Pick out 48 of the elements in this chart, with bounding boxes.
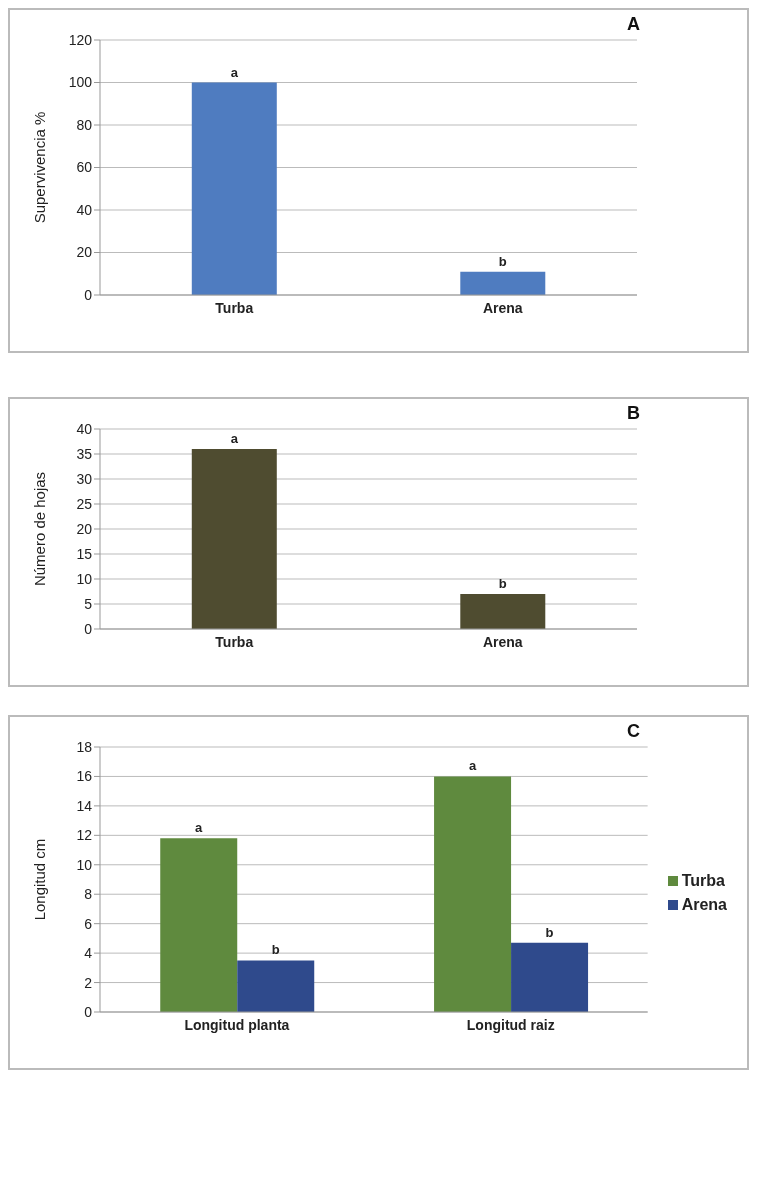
y-tick-label: 40 <box>76 201 93 218</box>
y-tick-label: 4 <box>84 945 93 962</box>
data-label: a <box>230 431 239 446</box>
y-tick-label: 20 <box>76 520 93 537</box>
y-tick-label: 20 <box>76 244 93 261</box>
y-tick-label: 6 <box>84 915 93 932</box>
bar <box>434 776 512 1012</box>
y-tick-label: 35 <box>76 445 93 462</box>
y-tick-label: 100 <box>68 74 93 91</box>
bar <box>160 838 238 1012</box>
data-label: b <box>498 253 507 269</box>
y-tick-label: 16 <box>76 768 93 785</box>
y-tick-label: 5 <box>84 595 93 612</box>
y-tick-label: 8 <box>84 886 93 903</box>
y-tick-label: 15 <box>76 545 93 562</box>
y-tick-label: 120 <box>68 31 93 48</box>
legend-label: Arena <box>681 895 727 914</box>
y-axis-title: Supervivencia % <box>31 111 49 224</box>
bar <box>237 960 315 1012</box>
y-tick-label: 12 <box>76 827 93 844</box>
y-tick-label: 10 <box>76 570 93 587</box>
y-tick-label: 40 <box>76 420 93 437</box>
data-label: a <box>230 64 239 80</box>
data-label: a <box>468 758 477 774</box>
chart-title: A <box>627 14 640 34</box>
y-axis-title: Longitud cm <box>31 838 49 921</box>
y-tick-label: 0 <box>84 1003 93 1020</box>
data-label: b <box>498 576 507 591</box>
y-tick-label: 60 <box>76 159 93 176</box>
legend-label: Turba <box>681 871 725 890</box>
bar <box>511 942 589 1012</box>
y-tick-label: 0 <box>84 620 93 637</box>
y-tick-label: 80 <box>76 116 93 133</box>
y-tick-label: 2 <box>84 974 93 991</box>
data-label: b <box>545 924 554 940</box>
x-tick-label: Longitud planta <box>184 1016 290 1033</box>
y-tick-label: 18 <box>76 738 93 755</box>
y-tick-label: 25 <box>76 495 93 512</box>
data-label: b <box>271 942 280 958</box>
y-tick-label: 14 <box>76 797 93 814</box>
chart-title: B <box>627 403 640 423</box>
x-tick-label: Longitud raiz <box>466 1016 555 1033</box>
chart-title: C <box>627 721 640 741</box>
y-axis-title: Número de hojas <box>31 471 49 587</box>
data-label: a <box>195 820 204 836</box>
y-tick-label: 10 <box>76 856 93 873</box>
y-tick-label: 30 <box>76 470 93 487</box>
y-tick-label: 0 <box>84 286 93 303</box>
